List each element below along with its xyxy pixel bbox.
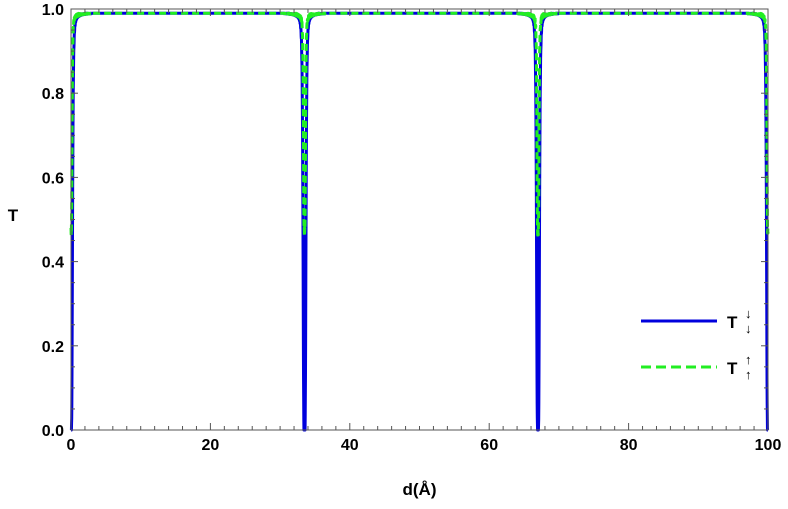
x-tick-label: 80 (620, 437, 638, 454)
legend: T ↓↓ T ↑↑ (641, 306, 752, 382)
legend-arrow: ↓ (745, 306, 752, 321)
x-tick-label: 20 (202, 437, 220, 454)
ticks-layer: 0 20 40 60 80 100 0.0 0.2 0.4 0.6 0.8 1.0 (42, 2, 782, 454)
legend-arrow: ↑ (745, 367, 752, 382)
x-tick-label: 60 (480, 437, 498, 454)
legend-arrow: ↓ (745, 321, 752, 336)
y-tick-label: 1.0 (42, 2, 64, 19)
series-layer (69, 11, 770, 432)
x-axis-label: d(Å) (403, 480, 437, 499)
x-tick-label: 100 (755, 437, 782, 454)
legend-arrow: ↑ (745, 352, 752, 367)
y-tick-label: 0.2 (42, 339, 64, 356)
legend-label-t-up-up: T (727, 359, 738, 378)
legend-label-t-down-down: T (727, 313, 738, 332)
x-tick-label: 40 (341, 437, 359, 454)
y-tick-label: 0.8 (42, 86, 64, 103)
y-tick-label: 0.4 (42, 255, 64, 272)
y-tick-label: 0.6 (42, 170, 64, 187)
x-tick-label: 0 (67, 437, 76, 454)
y-axis-label: T (8, 206, 19, 225)
y-tick-label: 0.0 (42, 423, 64, 440)
series-t-up-up-line (69, 11, 770, 238)
